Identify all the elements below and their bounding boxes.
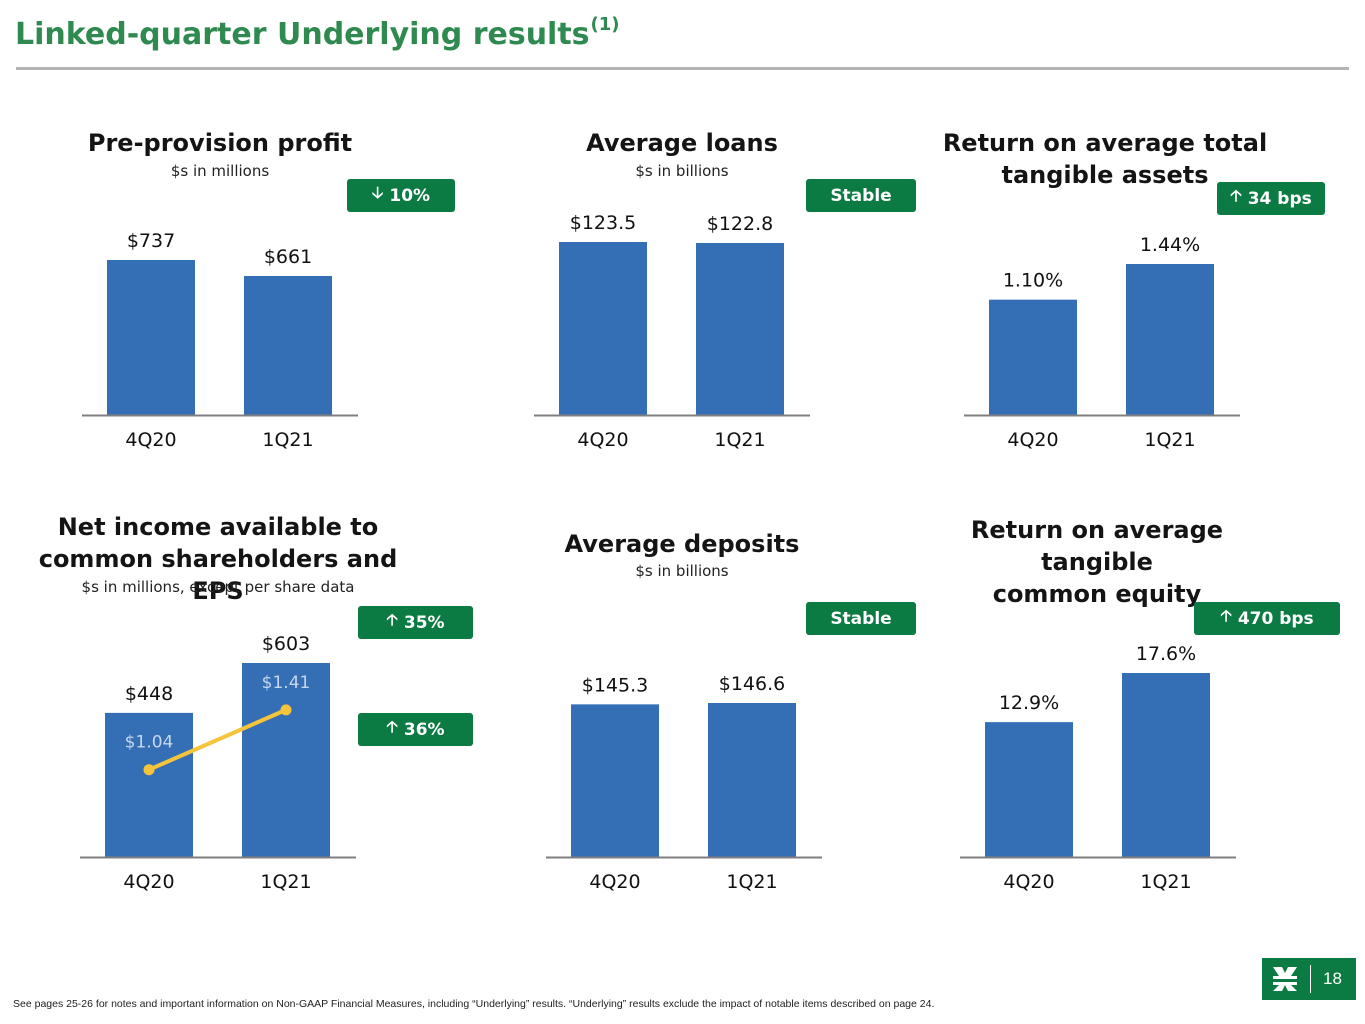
x-tick-label: 4Q20 [1007, 429, 1058, 451]
x-tick-label: 1Q21 [260, 871, 311, 893]
panel-subtitle-net-income: $s in millions, except per share data [81, 578, 355, 596]
change-badge-pre-provision-profit: 🡣 10% [347, 179, 455, 212]
data-label: 1.44% [1140, 234, 1200, 256]
bar-4q20 [105, 712, 193, 857]
chart-average-deposits: $145.3 4Q20 $146.6 1Q21 [546, 673, 822, 893]
x-tick-label: 4Q20 [577, 429, 628, 451]
panel-subtitle-average-deposits: $s in billions [635, 562, 729, 580]
x-tick-label: 1Q21 [726, 871, 777, 893]
data-label: 17.6% [1136, 643, 1196, 665]
title-line-1: Return on average tangible [970, 516, 1224, 576]
change-badge-average-loans: Stable [806, 179, 916, 212]
data-label: $448 [125, 683, 173, 705]
x-tick-label: 4Q20 [589, 871, 640, 893]
panel-subtitle-average-loans: $s in billions [635, 162, 729, 180]
citizens-logo-icon [1273, 967, 1297, 991]
chart-rotce: 12.9% 4Q20 17.6% 1Q21 [960, 643, 1236, 893]
x-tick-label: 1Q21 [1140, 871, 1191, 893]
bar-4q20 [989, 299, 1077, 415]
panel-title-pre-provision-profit: Pre-provision profit [87, 129, 353, 157]
page-number: 18 [1323, 969, 1342, 988]
panel-title-rotce: Return on average tangible common equity [912, 514, 1282, 610]
change-badge-rotata: 🡡 34 bps [1217, 182, 1325, 215]
title-divider [16, 67, 1349, 70]
change-badge-average-deposits: Stable [806, 602, 916, 635]
x-tick-label: 1Q21 [1144, 429, 1195, 451]
bar-1q21 [242, 663, 330, 857]
chart-average-loans: $123.5 4Q20 $122.8 1Q21 [534, 212, 810, 451]
title-line-2: common equity [992, 580, 1202, 608]
bar-1q21 [708, 703, 796, 857]
eps-line [148, 708, 287, 772]
title-line-1: Return on average total [942, 129, 1268, 157]
change-badge-rotce: 🡡 470 bps [1194, 602, 1340, 635]
eps-label: $1.41 [262, 673, 311, 693]
badge-text: 34 bps [1247, 188, 1312, 209]
data-label: $661 [264, 246, 312, 268]
badge-text: Stable [830, 185, 892, 206]
arrow-down-icon: 🡣 [371, 183, 384, 202]
arrow-up-icon: 🡡 [1220, 606, 1232, 625]
data-label: $737 [127, 230, 175, 252]
chart-net-income-eps: $448 4Q20 $603 1Q21 $1.04 $1.41 [80, 633, 356, 893]
badge-text: 35% [403, 612, 445, 633]
data-label: $123.5 [570, 212, 636, 234]
panel-title-average-loans: Average loans [586, 129, 778, 157]
bar-1q21 [1122, 673, 1210, 857]
title-line-2: common shareholders and EPS [38, 545, 398, 605]
arrow-up-icon: 🡡 [386, 610, 398, 629]
change-badge-net-income: 🡡 35% [358, 606, 473, 639]
arrow-up-icon: 🡡 [386, 717, 398, 736]
badge-text: Stable [830, 608, 892, 629]
data-label: $146.6 [719, 673, 785, 695]
chart-rotata: 1.10% 4Q20 1.44% 1Q21 [964, 234, 1240, 451]
brand-logo: 18 [1262, 958, 1356, 1000]
title-footnote-marker: (1) [590, 14, 620, 35]
bar-4q20 [107, 260, 195, 415]
chart-pre-provision-profit: $737 4Q20 $661 1Q21 [82, 230, 358, 451]
x-tick-label: 1Q21 [262, 429, 313, 451]
x-tick-label: 4Q20 [123, 871, 174, 893]
bar-4q20 [985, 722, 1073, 857]
logo-separator [1310, 965, 1311, 993]
badge-text: 470 bps [1237, 608, 1314, 629]
eps-point [280, 704, 292, 716]
x-tick-label: 4Q20 [1003, 871, 1054, 893]
panel-subtitle-pre-provision-profit: $s in millions [170, 162, 270, 180]
footnote: See pages 25-26 for notes and important … [13, 998, 935, 1010]
page-title: Linked-quarter Underlying results(1) [15, 14, 620, 52]
badge-text: 36% [403, 719, 445, 740]
title-line-1: Net income available to [57, 513, 379, 541]
data-label: $603 [262, 633, 310, 655]
data-label: $145.3 [582, 674, 648, 696]
panel-title-rotata: Return on average total tangible assets [930, 127, 1280, 191]
bar-1q21 [1126, 264, 1214, 415]
data-label: 12.9% [999, 692, 1059, 714]
bar-4q20 [559, 242, 647, 415]
panel-title-net-income: Net income available to common sharehold… [18, 511, 418, 607]
eps-label: $1.04 [125, 733, 174, 753]
bar-4q20 [571, 704, 659, 857]
title-line-2: tangible assets [1001, 161, 1209, 189]
bar-1q21 [696, 242, 784, 415]
data-label: 1.10% [1003, 270, 1063, 292]
bar-1q21 [244, 275, 332, 415]
arrow-up-icon: 🡡 [1230, 186, 1242, 205]
panel-title-average-deposits: Average deposits [564, 530, 800, 558]
data-label: $122.8 [707, 213, 773, 235]
x-tick-label: 4Q20 [125, 429, 176, 451]
x-tick-label: 1Q21 [714, 429, 765, 451]
eps-point [143, 764, 155, 776]
badge-text: 10% [389, 185, 431, 206]
change-badge-eps: 🡡 36% [358, 713, 473, 746]
